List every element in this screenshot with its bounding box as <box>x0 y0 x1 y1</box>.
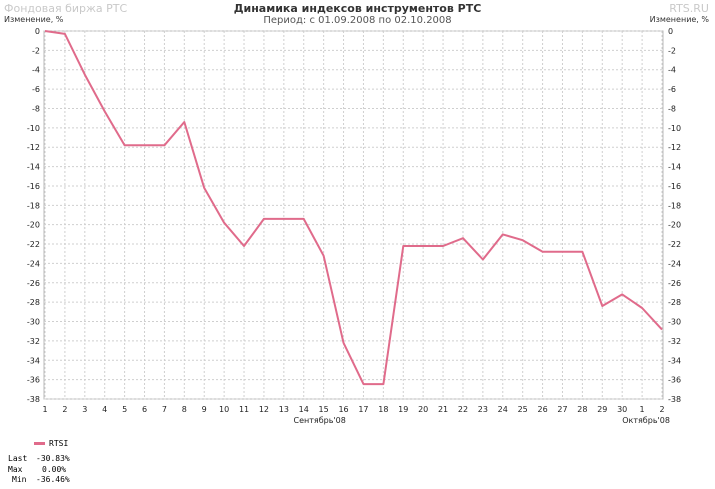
x-tick-label: 30 <box>617 405 627 414</box>
x-tick-label: 9 <box>202 405 207 414</box>
x-group-label-september: Сентябрь'08 <box>294 416 346 425</box>
y-tick-label-left: -26 <box>27 279 40 288</box>
y-tick-label-left: -2 <box>32 46 40 55</box>
y-tick-label-right: -12 <box>668 143 681 152</box>
x-tick-label: 16 <box>338 405 348 414</box>
y-tick-label-left: -32 <box>27 337 40 346</box>
x-tick-label: 29 <box>597 405 607 414</box>
y-tick-label-left: -24 <box>27 259 40 268</box>
watermark-left: Фондовая биржа РТС <box>4 2 128 15</box>
y-axis-label-right: Изменение, % <box>649 15 709 24</box>
x-tick-label: 6 <box>142 405 147 414</box>
x-tick-label: 10 <box>219 405 229 414</box>
y-tick-label-left: -10 <box>27 124 40 133</box>
watermark-right: RTS.RU <box>669 2 709 15</box>
x-tick-label: 2 <box>659 405 664 414</box>
y-tick-label-right: -34 <box>668 356 681 365</box>
x-tick-label: 4 <box>102 405 107 414</box>
x-tick-label: 23 <box>478 405 488 414</box>
last-value: -30.83% <box>36 454 70 463</box>
x-tick-label: 20 <box>418 405 428 414</box>
y-tick-label-right: -28 <box>668 298 681 307</box>
y-tick-label-left: -22 <box>27 240 40 249</box>
y-tick-label-right: -16 <box>668 182 681 191</box>
y-tick-label-left: -30 <box>27 318 40 327</box>
y-tick-label-left: -36 <box>27 376 40 385</box>
y-tick-label-left: -4 <box>32 66 40 75</box>
x-tick-label: 24 <box>498 405 508 414</box>
x-tick-label: 3 <box>82 405 87 414</box>
x-tick-label: 7 <box>162 405 167 414</box>
x-tick-label: 1 <box>640 405 645 414</box>
x-tick-label: 19 <box>398 405 408 414</box>
y-tick-label-left: -34 <box>27 356 40 365</box>
y-tick-label-right: 0 <box>668 27 673 36</box>
legend-last: Last -30.83% <box>8 454 70 463</box>
y-tick-label-right: -6 <box>668 85 676 94</box>
y-tick-label-left: -18 <box>27 201 40 210</box>
x-tick-label: 17 <box>358 405 368 414</box>
series-line-rtsi <box>44 30 663 386</box>
max-label: Max <box>8 465 23 474</box>
y-axis-label-left: Изменение, % <box>4 15 64 24</box>
x-tick-label: 12 <box>259 405 269 414</box>
y-tick-label-right: -4 <box>668 66 676 75</box>
x-tick-label: 15 <box>319 405 329 414</box>
y-tick-label-left: -8 <box>32 104 40 113</box>
y-tick-label-left: -14 <box>27 163 40 172</box>
y-tick-label-right: -10 <box>668 124 681 133</box>
y-tick-label-right: -36 <box>668 376 681 385</box>
x-tick-label: 11 <box>239 405 249 414</box>
x-tick-label: 1 <box>42 405 47 414</box>
y-tick-label-left: -6 <box>32 85 40 94</box>
legend-max: Max 0.00% <box>8 465 66 474</box>
min-value: -36.46% <box>36 475 70 484</box>
y-tick-label-right: -32 <box>668 337 681 346</box>
x-tick-label: 25 <box>518 405 528 414</box>
x-tick-label: 21 <box>438 405 448 414</box>
x-tick-label: 18 <box>378 405 388 414</box>
x-tick-label: 2 <box>62 405 67 414</box>
x-tick-label: 28 <box>577 405 587 414</box>
plot-frame <box>43 30 664 400</box>
max-value: 0.00% <box>42 465 67 474</box>
y-tick-label-right: -14 <box>668 163 681 172</box>
chart-subtitle: Период: с 01.09.2008 по 02.10.2008 <box>263 15 452 26</box>
y-tick-label-left: -38 <box>27 395 40 404</box>
y-tick-label-left: 0 <box>35 27 40 36</box>
x-group-label-october: Октябрь'08 <box>622 416 670 425</box>
y-tick-label-right: -30 <box>668 318 681 327</box>
chart-title: Динамика индексов инструментов РТС <box>233 2 482 15</box>
min-label: Min <box>12 475 27 484</box>
y-tick-label-right: -8 <box>668 104 676 113</box>
legend-min: Min -36.46% <box>8 475 70 484</box>
x-tick-label: 26 <box>537 405 547 414</box>
legend-series-name: RTSI <box>49 439 69 448</box>
y-tick-label-right: -20 <box>668 221 681 230</box>
y-tick-label-left: -12 <box>27 143 40 152</box>
x-tick-label: 8 <box>182 405 187 414</box>
x-tick-label: 14 <box>299 405 309 414</box>
legend: RTSI <box>34 439 68 448</box>
x-tick-label: 5 <box>122 405 127 414</box>
y-tick-label-right: -26 <box>668 279 681 288</box>
legend-swatch <box>34 442 45 445</box>
y-tick-label-right: -22 <box>668 240 681 249</box>
x-tick-label: 27 <box>557 405 567 414</box>
y-tick-label-left: -28 <box>27 298 40 307</box>
last-label: Last <box>8 454 28 463</box>
y-tick-label-left: -16 <box>27 182 40 191</box>
y-tick-label-right: -38 <box>668 395 681 404</box>
x-tick-label: 13 <box>279 405 289 414</box>
y-tick-label-right: -2 <box>668 46 676 55</box>
x-tick-label: 22 <box>458 405 468 414</box>
y-tick-label-left: -20 <box>27 221 40 230</box>
y-tick-label-right: -24 <box>668 259 681 268</box>
y-tick-label-right: -18 <box>668 201 681 210</box>
